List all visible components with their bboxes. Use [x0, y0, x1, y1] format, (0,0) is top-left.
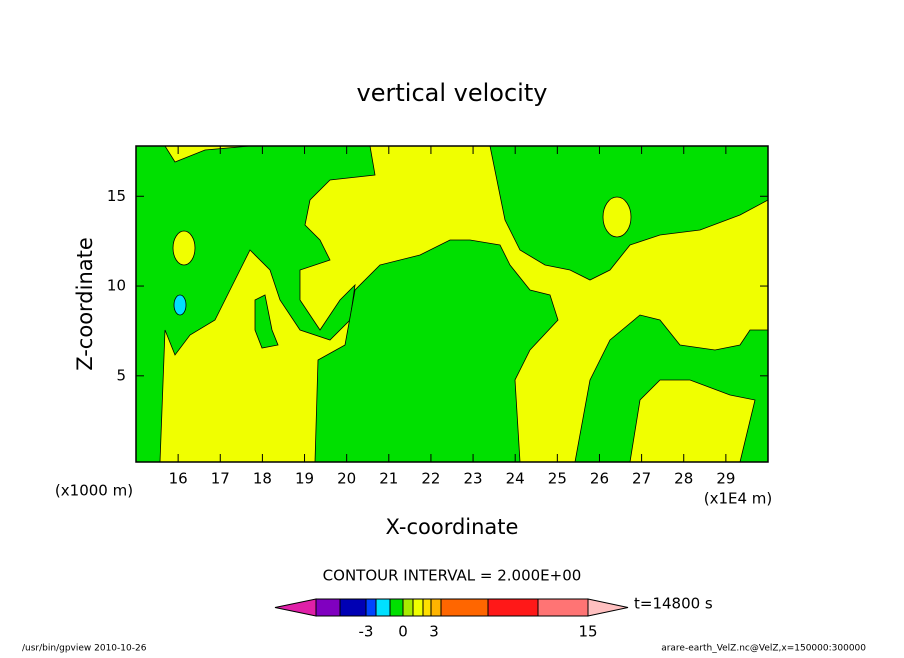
footer-right: arare-earth_VelZ.nc@VelZ,x=150000:300000	[661, 644, 866, 654]
colorbar-box	[365, 598, 377, 617]
colorbar-tick-label: -3	[359, 623, 374, 641]
x-tick-label: 27	[632, 470, 651, 488]
axes: 16 17 18 19 20 21 22 23 24 25 26 27 28 29 5 10 15	[107, 146, 768, 488]
x-tick-label: 28	[674, 470, 693, 488]
colorbar-box	[412, 598, 424, 617]
colorbar-tick-label: 3	[429, 623, 439, 641]
chart-title: vertical velocity	[357, 79, 548, 107]
colorbar-box	[430, 598, 442, 617]
x-tick-label: 21	[379, 470, 398, 488]
y-tick-label: 10	[107, 277, 126, 295]
x-tick-label: 18	[253, 470, 272, 488]
colorbar-box	[537, 598, 589, 617]
colorbar-box	[440, 598, 489, 617]
x-axis-label: X-coordinate	[386, 515, 519, 539]
colorbar-box	[315, 598, 341, 617]
contour-region	[314, 239, 559, 463]
colorbar-box	[389, 598, 404, 617]
contour-region	[254, 294, 279, 349]
x-tick-label: 29	[716, 470, 735, 488]
contour-region	[172, 230, 196, 266]
colorbar-tick-label: 0	[398, 623, 408, 641]
x-tick-label: 24	[506, 470, 525, 488]
x-tick-label: 25	[548, 470, 567, 488]
footer-left: /usr/bin/gpview 2010-10-26	[22, 644, 147, 654]
colorbar-box	[274, 598, 317, 617]
plot-frame	[135, 145, 769, 463]
y-axis-label: Z-coordinate	[73, 237, 97, 371]
contour-field	[135, 145, 769, 463]
colorbar-box	[375, 598, 391, 617]
x-tick-label: 17	[211, 470, 230, 488]
x-unit: (x1E4 m)	[704, 490, 773, 508]
contour-interval: CONTOUR INTERVAL = 2.000E+00	[323, 567, 582, 585]
contour-region	[602, 196, 632, 238]
y-unit: (x1000 m)	[55, 482, 133, 500]
x-tick-label: 16	[169, 470, 188, 488]
colorbar-box	[339, 598, 367, 617]
x-tick-label: 22	[421, 470, 440, 488]
colorbar-box	[402, 598, 414, 617]
colorbar-box	[487, 598, 539, 617]
x-tick-label: 20	[337, 470, 356, 488]
y-tick-label: 5	[116, 366, 126, 384]
colorbar-tick-label: 15	[578, 623, 597, 641]
x-tick-label: 19	[295, 470, 314, 488]
contour-region	[135, 145, 376, 463]
colorbar-box	[422, 598, 432, 617]
time-label: t=14800 s	[634, 595, 713, 613]
contour-region	[173, 294, 187, 316]
colorbar: -3 0 3 15	[274, 598, 629, 641]
y-tick-label: 15	[107, 187, 126, 205]
colorbar-box	[587, 598, 629, 617]
x-tick-label: 26	[590, 470, 609, 488]
x-tick-label: 23	[464, 470, 483, 488]
